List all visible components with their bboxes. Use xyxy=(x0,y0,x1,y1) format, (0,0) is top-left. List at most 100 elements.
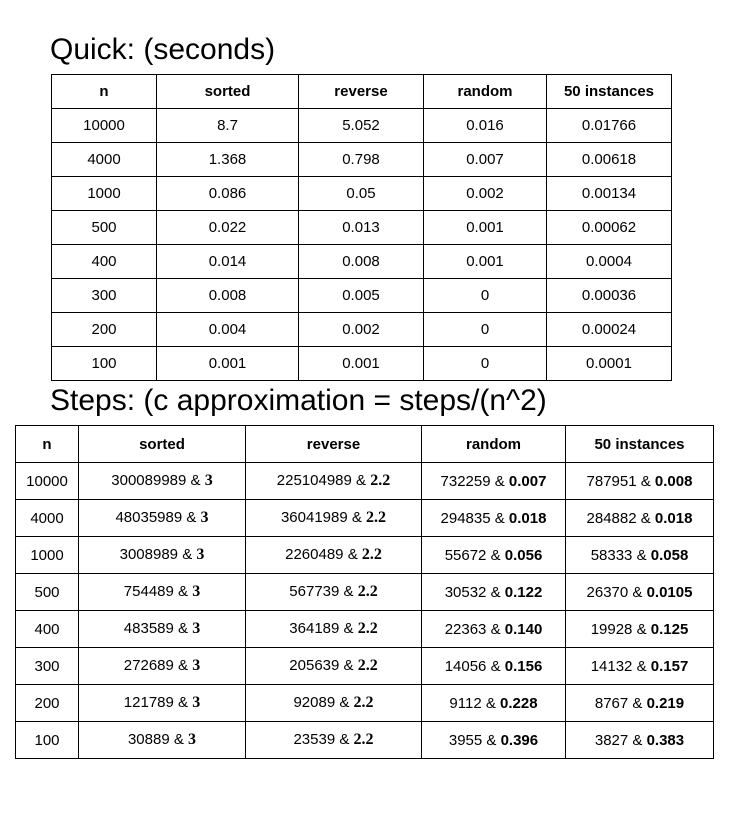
steps-cell: 284882 & 0.018 xyxy=(565,499,714,537)
steps-cell: 3955 & 0.396 xyxy=(421,721,566,759)
quick-header-cell: reverse xyxy=(298,74,424,109)
quick-cell: 0.002 xyxy=(423,176,547,211)
quick-cell: 0 xyxy=(423,278,547,313)
steps-count: 754489 & xyxy=(123,583,193,600)
steps-count: 22363 & xyxy=(444,620,505,638)
steps-n-cell: 400 xyxy=(15,610,79,648)
steps-cell: 732259 & 0.007 xyxy=(421,462,566,500)
quick-cell: 0.00134 xyxy=(546,176,672,211)
steps-cell: 19928 & 0.125 xyxy=(565,610,714,648)
quick-table: n sorted reverse random 50 instances 10000 8.… xyxy=(51,74,672,381)
steps-count: 121789 & xyxy=(123,694,193,711)
quick-cell: 0.005 xyxy=(298,278,424,313)
c-approximation: 2.2 xyxy=(357,620,378,637)
table-row: 300 272689 & 3 205639 & 2.2 14056 & 0.156 14… xyxy=(15,647,714,685)
c-approximation: 3 xyxy=(192,583,201,600)
quick-cell: 0.00062 xyxy=(546,210,672,245)
steps-count: 787951 & xyxy=(586,472,655,490)
steps-count: 205639 & xyxy=(289,657,358,674)
steps-n-cell: 100 xyxy=(15,721,79,759)
quick-cell: 0.00036 xyxy=(546,278,672,313)
quick-header-cell: 50 instances xyxy=(546,74,672,109)
table-row: 100 0.001 0.001 0 0.0001 xyxy=(51,346,672,381)
quick-cell: 0.022 xyxy=(156,210,299,245)
c-approximation: 0.156 xyxy=(504,657,543,675)
steps-n-cell: 10000 xyxy=(15,462,79,500)
steps-count: 3008989 & xyxy=(119,546,197,563)
steps-count: 8767 & xyxy=(594,694,647,712)
quick-cell: 300 xyxy=(51,278,157,313)
c-approximation: 3 xyxy=(196,546,205,563)
c-approximation: 2.2 xyxy=(353,694,374,711)
steps-count: 92089 & xyxy=(293,694,354,711)
steps-cell: 272689 & 3 xyxy=(78,647,246,685)
steps-cell: 300089989 & 3 xyxy=(78,462,246,500)
steps-count: 272689 & xyxy=(123,657,193,674)
c-approximation: 0.007 xyxy=(508,472,547,490)
table-row: 200 0.004 0.002 0 0.00024 xyxy=(51,312,672,347)
quick-cell: 0.008 xyxy=(298,244,424,279)
c-approximation: 0.0105 xyxy=(646,583,693,601)
steps-cell: 121789 & 3 xyxy=(78,684,246,722)
c-approximation: 0.058 xyxy=(650,546,689,564)
c-approximation: 3 xyxy=(192,657,201,674)
c-approximation: 3 xyxy=(192,694,201,711)
quick-cell: 0.016 xyxy=(423,108,547,143)
steps-cell: 754489 & 3 xyxy=(78,573,246,611)
steps-cell: 23539 & 2.2 xyxy=(245,721,422,759)
steps-cell: 567739 & 2.2 xyxy=(245,573,422,611)
table-row: 1000 3008989 & 3 2260489 & 2.2 55672 & 0.05… xyxy=(15,536,714,574)
c-approximation: 0.140 xyxy=(504,620,543,638)
steps-cell: 14056 & 0.156 xyxy=(421,647,566,685)
c-approximation: 0.018 xyxy=(654,509,693,527)
quick-cell: 100 xyxy=(51,346,157,381)
quick-cell: 0.013 xyxy=(298,210,424,245)
quick-cell: 0.0001 xyxy=(546,346,672,381)
steps-header-row: n sorted reverse random 50 instances xyxy=(15,425,714,463)
c-approximation: 0.056 xyxy=(504,546,543,564)
steps-cell: 30889 & 3 xyxy=(78,721,246,759)
steps-count: 30532 & xyxy=(444,583,505,601)
quick-header-cell: n xyxy=(51,74,157,109)
c-approximation: 3 xyxy=(192,620,201,637)
steps-count: 284882 & xyxy=(586,509,655,527)
quick-cell: 0.001 xyxy=(298,346,424,381)
quick-cell: 200 xyxy=(51,312,157,347)
steps-count: 30889 & xyxy=(127,731,189,748)
steps-header-cell: random xyxy=(421,425,566,463)
steps-cell: 26370 & 0.0105 xyxy=(565,573,714,611)
quick-cell: 400 xyxy=(51,244,157,279)
quick-cell: 5.052 xyxy=(298,108,424,143)
table-row: 1000 0.086 0.05 0.002 0.00134 xyxy=(51,176,672,211)
steps-cell: 2260489 & 2.2 xyxy=(245,536,422,574)
steps-cell: 205639 & 2.2 xyxy=(245,647,422,685)
c-approximation: 2.2 xyxy=(357,583,378,600)
steps-n-cell: 4000 xyxy=(15,499,79,537)
table-row: 100 30889 & 3 23539 & 2.2 3955 & 0.396 3827 … xyxy=(15,721,714,759)
steps-n-cell: 1000 xyxy=(15,536,79,574)
steps-cell: 92089 & 2.2 xyxy=(245,684,422,722)
c-approximation: 3 xyxy=(188,731,197,748)
table-row: 500 0.022 0.013 0.001 0.00062 xyxy=(51,210,672,245)
quick-cell: 0.798 xyxy=(298,142,424,177)
c-approximation: 3 xyxy=(200,509,209,526)
quick-cell: 0.01766 xyxy=(546,108,672,143)
table-row: 10000 8.7 5.052 0.016 0.01766 xyxy=(51,108,672,143)
steps-n-cell: 500 xyxy=(15,573,79,611)
quick-cell: 0.002 xyxy=(298,312,424,347)
steps-cell: 14132 & 0.157 xyxy=(565,647,714,685)
steps-cell: 364189 & 2.2 xyxy=(245,610,422,648)
steps-header-cell: 50 instances xyxy=(565,425,714,463)
steps-cell: 55672 & 0.056 xyxy=(421,536,566,574)
steps-count: 225104989 & xyxy=(276,472,371,489)
c-approximation: 0.228 xyxy=(500,694,538,712)
table-row: 500 754489 & 3 567739 & 2.2 30532 & 0.122 26… xyxy=(15,573,714,611)
steps-count: 55672 & xyxy=(444,546,505,564)
steps-n-cell: 200 xyxy=(15,684,79,722)
steps-cell: 58333 & 0.058 xyxy=(565,536,714,574)
quick-cell: 0.05 xyxy=(298,176,424,211)
table-row: 200 121789 & 3 92089 & 2.2 9112 & 0.228 8767… xyxy=(15,684,714,722)
c-approximation: 0.219 xyxy=(646,694,685,712)
quick-cell: 0.014 xyxy=(156,244,299,279)
steps-cell: 22363 & 0.140 xyxy=(421,610,566,648)
